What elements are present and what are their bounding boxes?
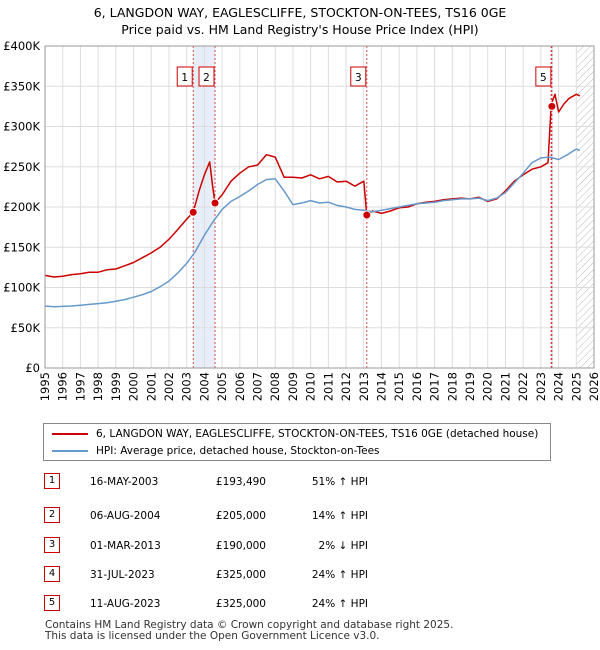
table-row: 1 16-MAY-2003 £193,490 51% ↑ HPI <box>0 473 600 491</box>
footer-copyright: Contains HM Land Registry data © Crown c… <box>45 619 454 631</box>
x-tick-label: 2022 <box>516 372 530 401</box>
event-price: £190,000 <box>215 540 266 552</box>
y-tick-label: £250K <box>3 160 40 174</box>
x-tick-label: 2013 <box>357 372 371 401</box>
event-hpi-change: 14% ↑ HPI <box>311 510 368 522</box>
x-tick-label: 2014 <box>374 372 388 401</box>
chart-title-line2: Price paid vs. HM Land Registry's House … <box>121 22 479 37</box>
event-label-box <box>198 66 215 87</box>
event-number-badge: 4 <box>44 566 60 582</box>
legend-label-hpi: HPI: Average price, detached house, Stoc… <box>96 445 380 457</box>
event-price: £193,490 <box>215 476 266 488</box>
footer-licence: This data is licensed under the Open Gov… <box>45 630 380 642</box>
x-tick-label: 2020 <box>481 372 495 401</box>
table-row: 3 01-MAR-2013 £190,000 2% ↓ HPI <box>0 537 600 555</box>
event-number-badge: 1 <box>44 473 60 489</box>
x-tick-label: 2005 <box>215 372 229 401</box>
y-tick-label: £400K <box>3 39 40 53</box>
x-tick-label: 1996 <box>56 372 70 401</box>
y-tick-label: £150K <box>3 240 40 254</box>
event-price: £205,000 <box>215 510 266 522</box>
x-tick-label: 2017 <box>428 372 442 401</box>
x-tick-label: 1998 <box>91 372 105 401</box>
event-number-badge: 3 <box>44 537 60 553</box>
event-number-badge: 2 <box>44 507 60 523</box>
x-tick-label: 2018 <box>445 372 459 401</box>
x-tick-label: 2009 <box>286 372 300 401</box>
event-label-box <box>535 66 552 87</box>
event-label: 3 <box>355 72 362 84</box>
x-tick-label: 2003 <box>180 372 194 401</box>
x-tick-label: 2021 <box>498 372 512 401</box>
x-tick-label: 2011 <box>321 372 335 401</box>
x-tick-label: 2000 <box>127 372 141 401</box>
x-tick-label: 2010 <box>304 372 318 401</box>
x-tick-label: 2023 <box>534 372 548 401</box>
series-line-property <box>44 93 581 278</box>
event-label: 1 <box>181 72 188 84</box>
y-tick-label: £50K <box>11 321 41 335</box>
legend-label-property: 6, LANGDON WAY, EAGLESCLIFFE, STOCKTON-O… <box>96 428 539 440</box>
event-date: 16-MAY-2003 <box>90 476 159 488</box>
x-tick-label: 1997 <box>73 372 87 401</box>
plot-frame <box>44 45 595 369</box>
x-tick-label: 2006 <box>233 372 247 401</box>
sale-marker <box>188 207 198 217</box>
x-tick-label: 2025 <box>569 372 583 401</box>
event-label-box <box>350 66 367 87</box>
y-tick-label: £200K <box>3 200 40 214</box>
x-tick-label: 2015 <box>392 372 406 401</box>
event-date: 06-AUG-2004 <box>90 510 161 522</box>
x-tick-label: 2012 <box>339 372 353 401</box>
chart-title-line1: 6, LANGDON WAY, EAGLESCLIFFE, STOCKTON-O… <box>93 5 507 20</box>
footer: Contains HM Land Registry data © Crown c… <box>45 620 453 642</box>
event-price: £325,000 <box>215 569 266 581</box>
sale-marker <box>547 101 557 111</box>
y-tick-label: £350K <box>3 79 40 93</box>
x-tick-label: 2002 <box>162 372 176 401</box>
event-number-badge: 5 <box>44 595 60 611</box>
x-tick-label: 2001 <box>144 372 158 401</box>
x-tick-label: 2016 <box>410 372 424 401</box>
y-tick-label: £300K <box>3 120 40 134</box>
legend-item-property: 6, LANGDON WAY, EAGLESCLIFFE, STOCKTON-O… <box>52 426 538 443</box>
event-hpi-change: 24% ↑ HPI <box>311 569 368 581</box>
price-chart: 1 2 3 5 £0 £50K £100K £150K £200K £250K £300K £350… <box>3 39 600 401</box>
legend-swatch-property <box>52 433 88 435</box>
series-line-hpi <box>44 148 581 308</box>
x-tick-label: 1999 <box>109 372 123 401</box>
sale-marker <box>210 198 220 208</box>
legend-item-hpi: HPI: Average price, detached house, Stoc… <box>52 443 380 460</box>
event-label: 5 <box>540 72 547 84</box>
table-row: 5 11-AUG-2023 £325,000 24% ↑ HPI <box>0 595 600 613</box>
event-price: £325,000 <box>215 598 266 610</box>
event-hpi-change: 2% ↓ HPI <box>318 540 368 552</box>
table-row: 2 06-AUG-2004 £205,000 14% ↑ HPI <box>0 507 600 525</box>
x-tick-label: 1995 <box>38 372 52 401</box>
y-tick-label: £100K <box>3 281 40 295</box>
legend: 6, LANGDON WAY, EAGLESCLIFFE, STOCKTON-O… <box>43 423 551 461</box>
event-date: 31-JUL-2023 <box>90 569 155 581</box>
x-tick-label: 2026 <box>587 372 600 401</box>
x-tick-label: 2019 <box>463 372 477 401</box>
sale-marker <box>362 210 372 220</box>
x-tick-label: 2024 <box>552 372 566 401</box>
y-tick-label: £0 <box>25 361 40 375</box>
table-row: 4 31-JUL-2023 £325,000 24% ↑ HPI <box>0 566 600 584</box>
event-date: 01-MAR-2013 <box>90 540 161 552</box>
event-label: 2 <box>203 72 210 84</box>
x-tick-label: 2004 <box>197 372 211 401</box>
chart-title: 6, LANGDON WAY, EAGLESCLIFFE, STOCKTON-O… <box>0 4 600 38</box>
x-tick-label: 2008 <box>268 372 282 401</box>
event-hpi-change: 24% ↑ HPI <box>311 598 368 610</box>
event-date: 11-AUG-2023 <box>90 598 161 610</box>
event-label-box <box>176 66 193 87</box>
x-tick-label: 2007 <box>251 372 265 401</box>
event-hpi-change: 51% ↑ HPI <box>311 476 368 488</box>
legend-swatch-hpi <box>52 450 88 452</box>
